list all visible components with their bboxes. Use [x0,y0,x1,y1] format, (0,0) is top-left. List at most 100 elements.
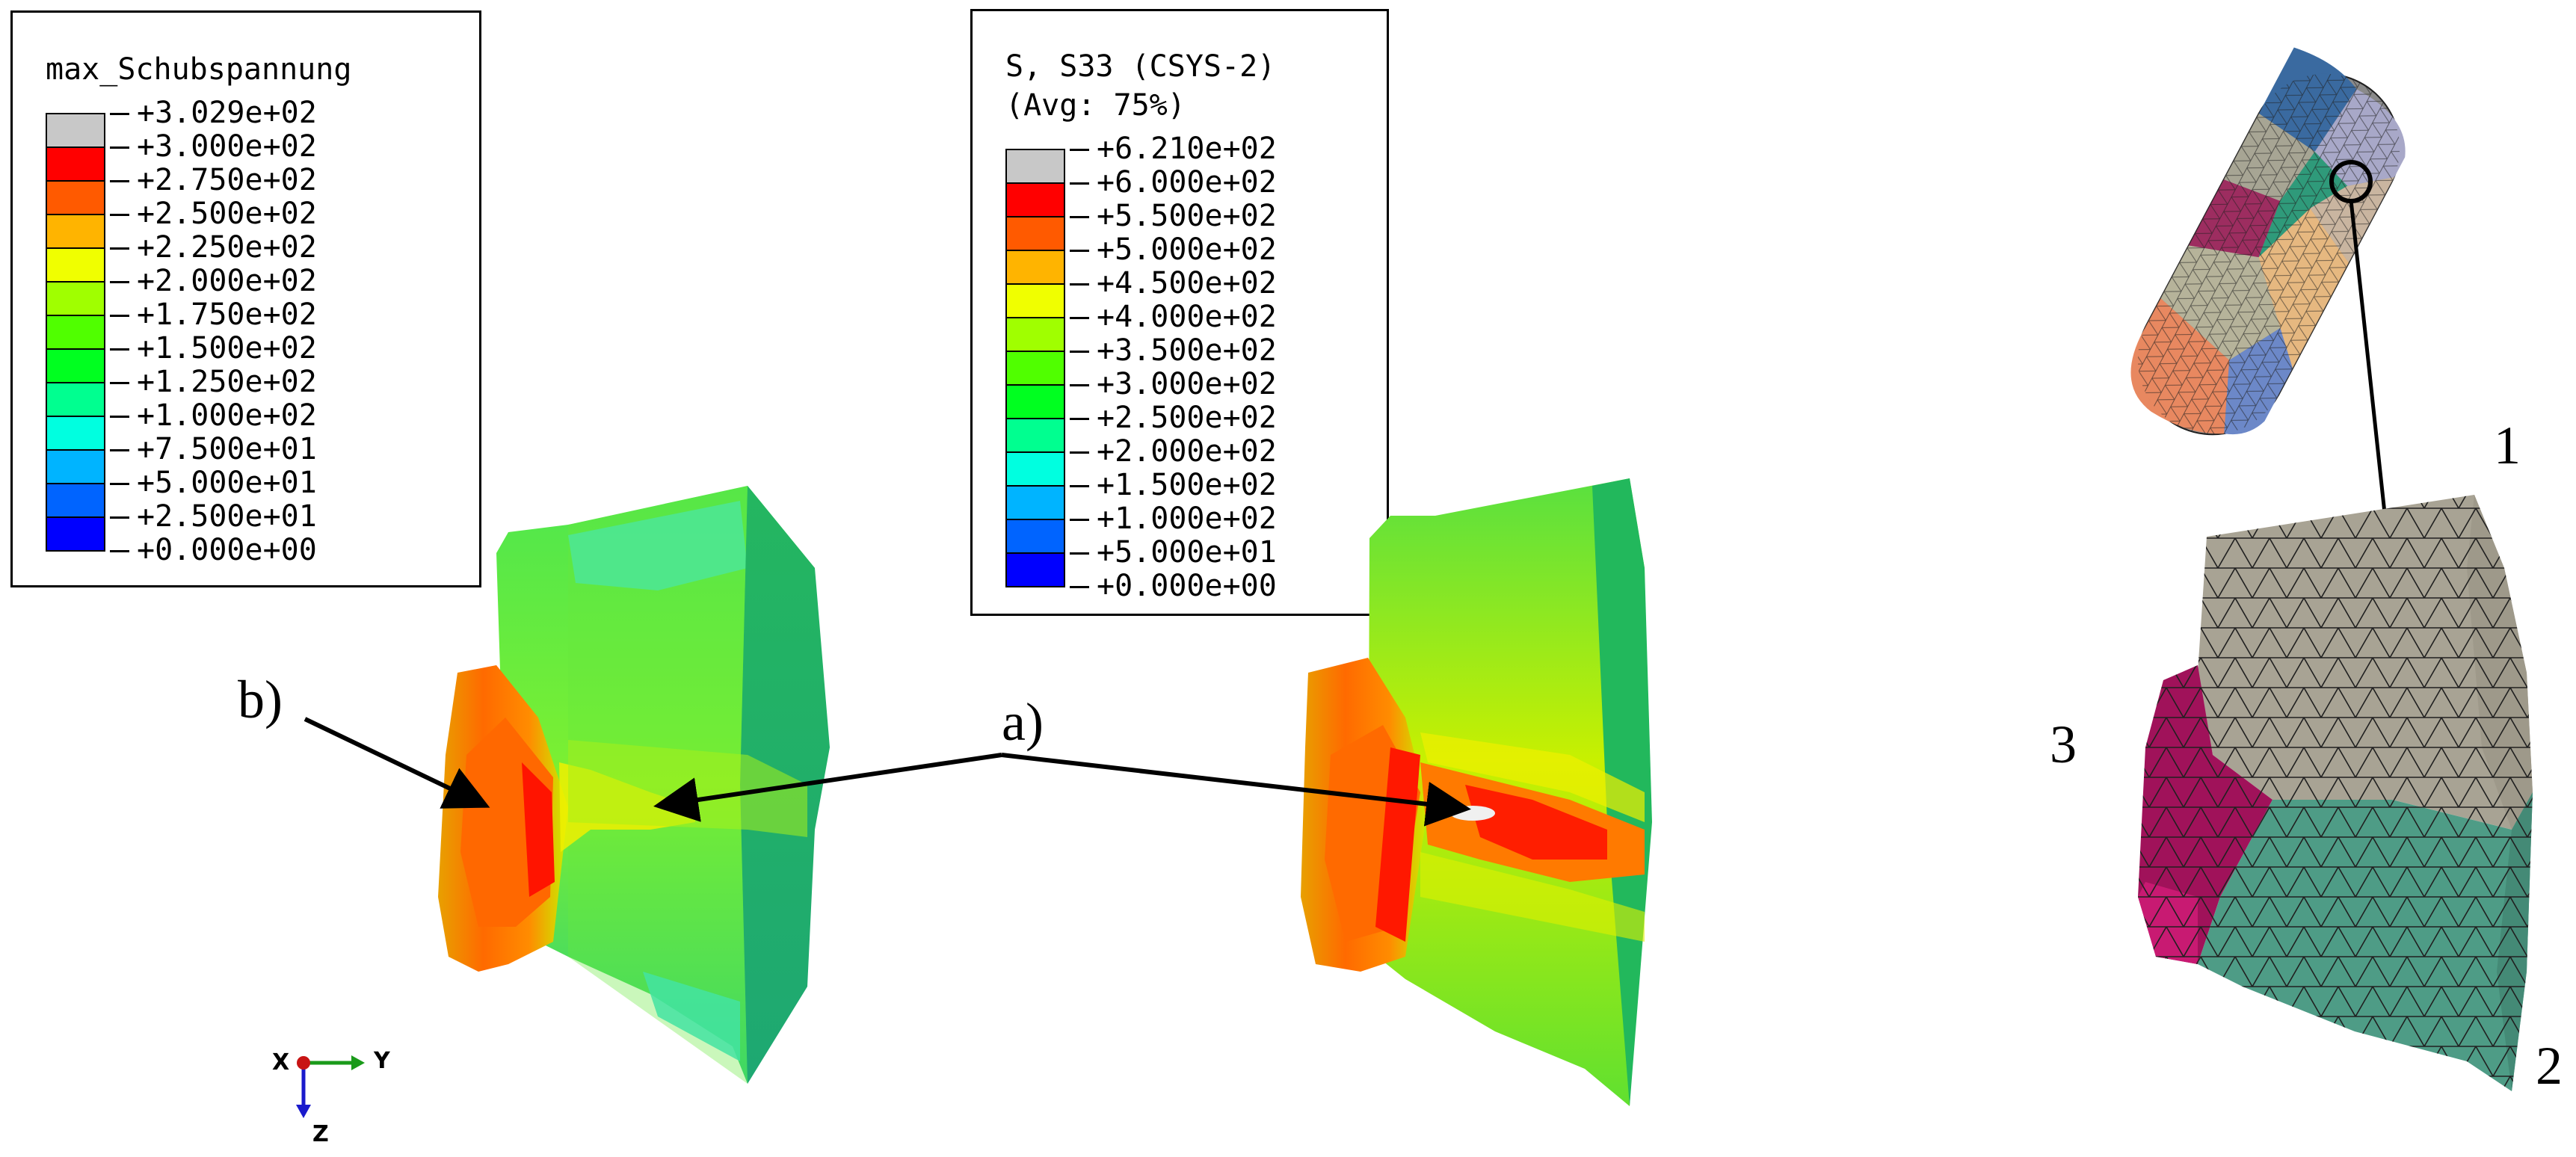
legend-value: +1.500e+02 [137,331,317,365]
legend-tick [110,416,129,418]
legend-value: +1.750e+02 [137,297,317,332]
s33-legend: S, S33 (CSYS-2) (Avg: 75%) +6.210e+02 +6.… [970,9,1389,616]
legend-value: +1.250e+02 [137,365,317,399]
legend-tick [110,113,129,115]
label-grain-1: 1 [2494,416,2521,475]
legend-band [1005,317,1065,352]
legend-band [46,516,105,552]
legend-tick [1070,351,1089,353]
legend-band [46,281,105,316]
legend-value: +0.000e+00 [137,533,317,567]
legend-value: +4.000e+02 [1097,300,1277,334]
grain-cluster-zoom [2138,495,2533,1091]
legend-tick [1070,283,1089,286]
legend-value: +7.500e+01 [137,432,317,466]
arrow-a-left [653,753,1002,822]
grain-cylinder [2130,47,2406,436]
label-a: a) [1002,692,1044,752]
legend-value: +2.000e+02 [1097,434,1277,469]
legend-tick [1070,182,1089,185]
legend-band [1005,250,1065,285]
legend-tick [110,180,129,182]
s33-legend-colorbar [1005,149,1065,587]
legend-value: +1.000e+02 [1097,502,1277,536]
legend-band [1005,351,1065,386]
legend-value: +3.000e+02 [1097,367,1277,401]
legend-tick [1070,552,1089,555]
triad-y-label: Y [374,1048,390,1074]
legend-band [46,247,105,283]
legend-value: +2.000e+02 [137,264,317,298]
legend-value: +6.210e+02 [1097,132,1277,166]
legend-band [1005,485,1065,520]
s33-legend-subtitle: (Avg: 75%) [1005,88,1186,123]
legend-band [46,416,105,451]
legend-tick [110,214,129,216]
legend-value: +2.250e+02 [137,230,317,265]
legend-value: +3.500e+02 [1097,333,1277,368]
annotation-arrows [303,717,1471,827]
legend-value: +6.000e+02 [1097,165,1277,200]
legend-tick [1070,149,1089,151]
legend-value: +2.500e+01 [137,499,317,534]
arrow-b [303,717,490,809]
legend-band [1005,384,1065,419]
legend-tick [110,382,129,384]
triad-x-label: X [272,1049,290,1076]
legend-tick [110,247,129,250]
legend-tick [110,516,129,519]
shear-stress-legend: max_Schubspannung +3.029e+02 +3.000e+02 +2… [10,10,481,587]
s33-contour-body [1301,478,1652,1106]
legend-tick [1070,384,1089,386]
legend-tick [110,483,129,485]
shear-legend-colorbar [46,113,105,552]
legend-band [1005,519,1065,554]
legend-tick [1070,216,1089,218]
legend-band [46,146,105,182]
label-grain-3: 3 [2050,715,2077,774]
legend-value: +3.000e+02 [137,129,317,164]
shear-contour-body [438,486,830,1084]
legend-tick [1070,485,1089,487]
legend-value: +2.750e+02 [137,163,317,197]
triad-z-label: Z [312,1121,329,1147]
legend-tick [110,348,129,351]
legend-tick [1070,451,1089,454]
legend-value: +4.500e+02 [1097,266,1277,300]
legend-value: +5.000e+01 [1097,535,1277,570]
legend-value: +3.029e+02 [137,96,317,130]
legend-value: +1.000e+02 [137,398,317,433]
arrow-a-right [1001,753,1471,827]
legend-tick [110,449,129,451]
label-grain-2: 2 [2536,1036,2563,1096]
legend-band [46,449,105,484]
legend-tick [110,281,129,283]
legend-tick [1070,250,1089,252]
legend-value: +5.000e+02 [1097,232,1277,267]
legend-band [46,483,105,518]
legend-tick [1070,317,1089,319]
legend-value: +0.000e+00 [1097,569,1277,603]
legend-tick [110,146,129,149]
legend-tick [110,315,129,317]
legend-band [1005,451,1065,487]
legend-value: +2.500e+02 [1097,401,1277,435]
legend-tick [1070,586,1089,588]
legend-value: +5.500e+02 [1097,199,1277,233]
callout-line [2349,200,2388,528]
legend-band [1005,552,1065,587]
label-b: b) [238,670,283,729]
legend-band [1005,149,1065,184]
legend-band [46,180,105,215]
legend-value: +5.000e+01 [137,466,317,500]
s33-legend-title: S, S33 (CSYS-2) [1005,49,1276,84]
legend-tick [1070,418,1089,420]
legend-value: +1.500e+02 [1097,468,1277,502]
legend-tick [110,550,129,552]
legend-tick [1070,519,1089,521]
shear-legend-title: max_Schubspannung [46,52,352,87]
legend-value: +2.500e+02 [137,197,317,231]
triad-origin [297,1056,310,1070]
legend-band [46,348,105,383]
